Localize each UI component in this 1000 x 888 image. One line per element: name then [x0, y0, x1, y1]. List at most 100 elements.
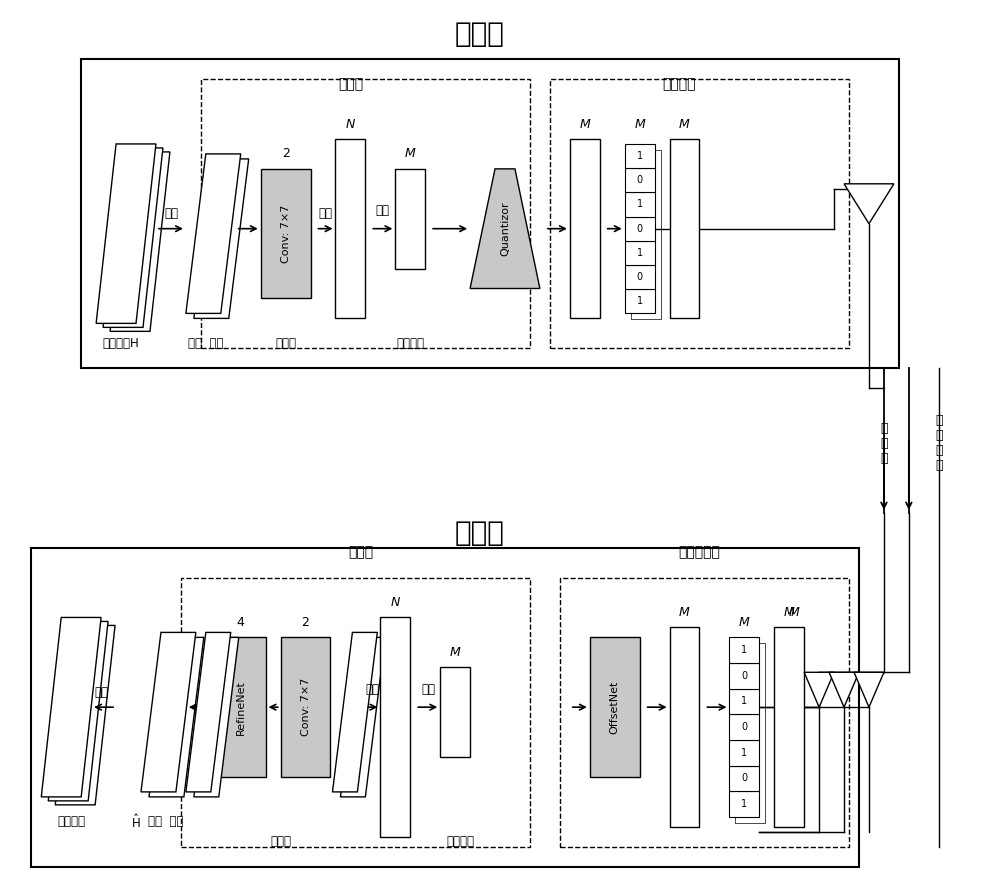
- Text: 压缩: 压缩: [375, 204, 389, 218]
- Text: 1: 1: [741, 799, 747, 809]
- Text: M: M: [450, 646, 460, 659]
- Bar: [281, 638, 330, 777]
- Bar: [670, 628, 699, 827]
- Polygon shape: [149, 638, 204, 797]
- Bar: [625, 193, 655, 217]
- Bar: [729, 689, 759, 714]
- Text: 1: 1: [637, 297, 643, 306]
- Text: 输出: 输出: [94, 686, 108, 699]
- Text: 输入: 输入: [164, 207, 178, 220]
- Text: M: M: [579, 117, 590, 131]
- Text: 1: 1: [637, 151, 643, 161]
- Bar: [216, 638, 266, 777]
- Bar: [625, 217, 655, 241]
- Text: 重组: 重组: [365, 683, 379, 695]
- Bar: [729, 638, 759, 663]
- Text: 0: 0: [637, 272, 643, 282]
- Text: 全连接层: 全连接层: [446, 836, 474, 848]
- Bar: [625, 144, 655, 168]
- Bar: [590, 638, 640, 777]
- Text: 用户端: 用户端: [455, 20, 505, 48]
- Text: 重组: 重组: [318, 207, 332, 220]
- Bar: [729, 765, 759, 791]
- Bar: [637, 156, 667, 325]
- Text: RefineNet: RefineNet: [236, 679, 246, 734]
- Text: 实部  虚部: 实部 虚部: [148, 815, 184, 829]
- Text: 输入: 输入: [421, 683, 435, 695]
- Text: 0: 0: [637, 224, 643, 234]
- Text: 比
特
流: 比 特 流: [880, 422, 888, 464]
- Text: 4: 4: [237, 616, 245, 629]
- Text: 0: 0: [637, 175, 643, 186]
- Text: 0: 0: [741, 722, 747, 732]
- Bar: [747, 655, 777, 835]
- Polygon shape: [470, 169, 540, 289]
- Text: 卷积层: 卷积层: [270, 836, 291, 848]
- Text: N: N: [346, 117, 355, 131]
- Text: 编码器: 编码器: [338, 77, 363, 91]
- Text: 全连接层: 全连接层: [396, 337, 424, 350]
- Text: M: M: [634, 117, 645, 131]
- Bar: [335, 139, 365, 319]
- Bar: [81, 59, 899, 369]
- Bar: [774, 628, 804, 827]
- Bar: [741, 649, 771, 829]
- Text: 信道矩阵: 信道矩阵: [57, 815, 85, 829]
- Bar: [729, 714, 759, 740]
- Text: 逆量化模块: 逆量化模块: [679, 545, 720, 559]
- Text: OffsetNet: OffsetNet: [610, 680, 620, 733]
- Polygon shape: [186, 154, 241, 313]
- Text: 实部  虚部: 实部 虚部: [188, 337, 224, 350]
- Text: M: M: [405, 147, 416, 161]
- Bar: [181, 577, 530, 847]
- Text: 反
馈
链
路: 反 馈 链 路: [935, 414, 943, 472]
- Text: 2: 2: [302, 616, 309, 629]
- Text: M: M: [739, 616, 750, 629]
- Bar: [729, 791, 759, 817]
- Polygon shape: [332, 632, 377, 792]
- Polygon shape: [854, 672, 884, 707]
- Bar: [31, 548, 859, 867]
- Polygon shape: [55, 625, 115, 805]
- Bar: [560, 577, 849, 847]
- Bar: [625, 168, 655, 193]
- Polygon shape: [141, 632, 196, 792]
- Bar: [631, 150, 661, 320]
- Text: 0: 0: [741, 670, 747, 681]
- Polygon shape: [103, 148, 163, 328]
- Polygon shape: [48, 622, 108, 801]
- Text: Quantizor: Quantizor: [500, 202, 510, 256]
- Polygon shape: [186, 632, 231, 792]
- Bar: [380, 617, 410, 836]
- Bar: [625, 289, 655, 313]
- Text: Conv: 7×7: Conv: 7×7: [301, 678, 311, 736]
- Text: 量化模块: 量化模块: [663, 77, 696, 91]
- Polygon shape: [194, 159, 249, 319]
- Bar: [643, 162, 673, 331]
- Polygon shape: [844, 184, 894, 224]
- Bar: [395, 169, 425, 268]
- Text: $\hat{\rm H}$: $\hat{\rm H}$: [131, 813, 141, 831]
- Text: 1: 1: [741, 696, 747, 707]
- Bar: [440, 667, 470, 757]
- Text: 0: 0: [741, 773, 747, 783]
- Bar: [625, 265, 655, 289]
- Text: 2: 2: [282, 147, 290, 161]
- Polygon shape: [110, 152, 170, 331]
- Text: 1: 1: [741, 748, 747, 757]
- Polygon shape: [194, 638, 239, 797]
- Bar: [670, 139, 699, 319]
- Text: 信道矩阵H: 信道矩阵H: [103, 337, 139, 350]
- Bar: [735, 644, 765, 823]
- Text: 1: 1: [741, 646, 747, 655]
- Polygon shape: [340, 638, 385, 797]
- Text: N: N: [391, 596, 400, 609]
- Text: 1: 1: [637, 200, 643, 210]
- Bar: [729, 663, 759, 689]
- Text: M: M: [784, 606, 795, 619]
- Text: 1: 1: [637, 248, 643, 258]
- Polygon shape: [96, 144, 156, 323]
- Text: 译码器: 译码器: [348, 545, 373, 559]
- Text: M: M: [679, 606, 690, 619]
- Bar: [550, 79, 849, 348]
